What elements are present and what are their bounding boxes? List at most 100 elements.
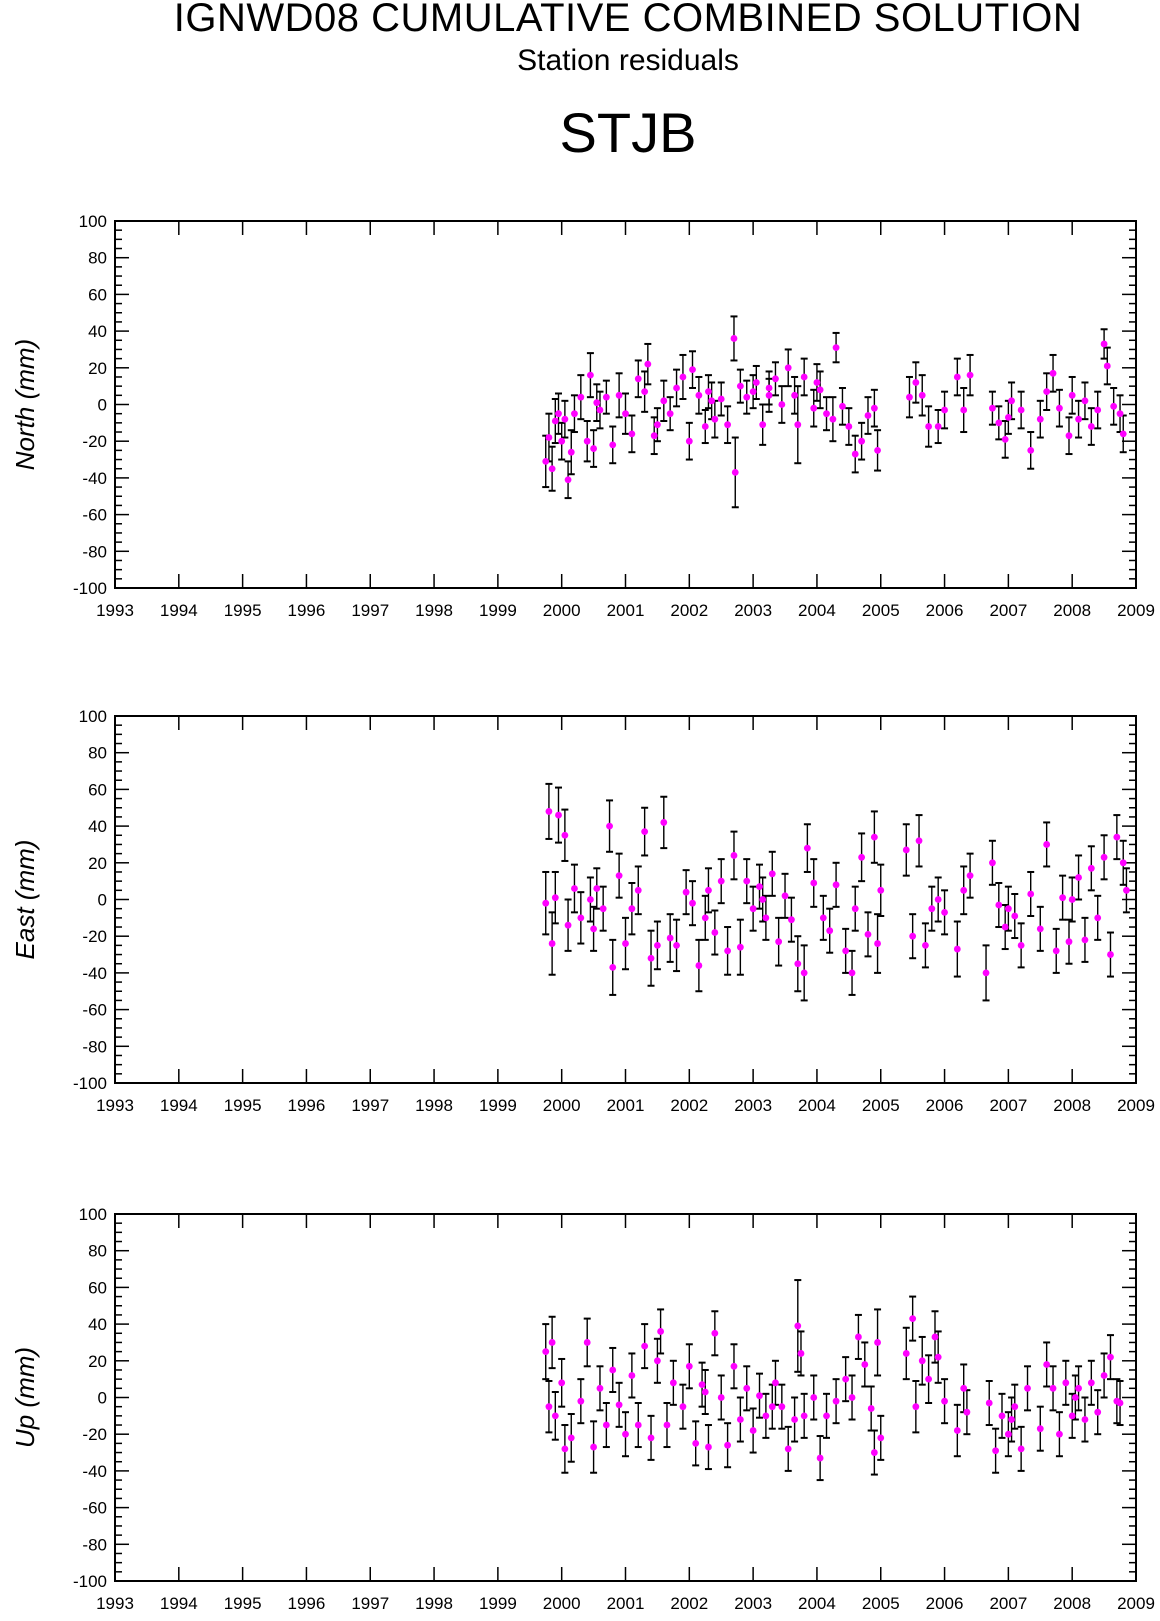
data-point: [564, 921, 572, 929]
data-point: [803, 844, 811, 852]
data-point: [778, 1403, 786, 1411]
data-point: [989, 404, 996, 412]
data-point: [915, 837, 923, 845]
data-point: [985, 1399, 993, 1407]
data-point: [791, 391, 799, 399]
data-point: [1004, 413, 1012, 421]
plot-frame: [114, 715, 1137, 1084]
data-point: [590, 445, 597, 452]
data-point: [861, 1361, 869, 1368]
data-point: [829, 415, 837, 423]
data-point: [705, 1443, 712, 1451]
data-point: [1065, 432, 1073, 440]
data-point: [1056, 404, 1063, 412]
data-point: [877, 1434, 885, 1442]
data-point: [1052, 947, 1060, 955]
data-point: [1103, 362, 1111, 370]
x-tick-label: 1997: [351, 601, 389, 620]
y-tick-label: 0: [98, 1389, 107, 1408]
data-point: [864, 412, 872, 419]
data-point: [941, 406, 948, 414]
data-point: [669, 1379, 677, 1387]
x-tick-label: 2008: [1053, 601, 1091, 620]
x-tick-label: 2003: [734, 1594, 772, 1613]
data-point: [998, 1412, 1006, 1420]
data-point: [877, 886, 885, 894]
data-point: [705, 388, 712, 396]
data-point: [1107, 951, 1114, 958]
data-point: [842, 1375, 850, 1383]
x-tick-label: 1999: [479, 1096, 517, 1115]
data-point: [839, 402, 846, 410]
data-point: [1036, 925, 1044, 933]
data-point: [666, 934, 674, 942]
data-point: [1075, 415, 1082, 423]
data-point: [660, 397, 668, 405]
data-point: [724, 1441, 731, 1449]
y-tick-label: 100: [79, 212, 107, 231]
data-point: [953, 1427, 961, 1434]
data-point: [810, 404, 818, 412]
data-point: [778, 401, 786, 408]
data-point: [963, 1408, 971, 1416]
x-tick-label: 2009: [1117, 1594, 1155, 1613]
x-tick-label: 2009: [1117, 1096, 1155, 1115]
y-tick-label: -100: [73, 579, 107, 598]
data-point: [995, 901, 1003, 909]
data-point: [654, 1357, 661, 1365]
data-point: [874, 940, 881, 947]
x-tick-label: 2006: [926, 1594, 964, 1613]
data-point: [960, 406, 968, 414]
data-point: [1059, 894, 1067, 902]
y-tick-label: 20: [88, 359, 107, 378]
data-point: [606, 822, 613, 830]
data-point: [1017, 406, 1025, 414]
y-tick-label: 40: [88, 817, 107, 836]
data-point: [701, 1388, 709, 1396]
data-point: [816, 1454, 824, 1462]
data-point: [545, 808, 553, 815]
data-point: [545, 434, 553, 441]
data-point: [851, 905, 859, 913]
data-point: [816, 386, 824, 394]
data-point: [845, 423, 853, 430]
data-point: [1062, 1379, 1070, 1387]
data-point: [1094, 914, 1102, 922]
data-point: [1110, 402, 1118, 410]
data-point: [641, 388, 649, 396]
data-point: [1049, 1384, 1057, 1392]
data-point: [902, 846, 910, 854]
data-point: [602, 393, 610, 401]
data-point: [855, 1333, 862, 1341]
data-point: [1087, 1379, 1095, 1387]
data-point: [587, 896, 594, 903]
data-point: [941, 1397, 948, 1405]
data-point: [555, 410, 562, 418]
data-point: [823, 410, 830, 418]
data-point: [1087, 423, 1095, 430]
y-tick-label: -80: [82, 1535, 107, 1554]
y-tick-label: 100: [79, 707, 107, 726]
x-tick-label: 2000: [543, 601, 581, 620]
x-tick-label: 1997: [351, 1096, 389, 1115]
data-point: [647, 1434, 655, 1442]
data-point: [599, 905, 607, 913]
data-point: [1081, 936, 1089, 944]
data-point: [925, 1375, 933, 1383]
data-point: [1094, 1408, 1102, 1416]
data-point: [797, 1350, 805, 1357]
x-tick-label: 2005: [862, 1096, 900, 1115]
data-point: [695, 962, 703, 969]
data-point: [1004, 1430, 1012, 1438]
data-point: [561, 1445, 569, 1453]
data-point: [743, 393, 751, 401]
data-point: [711, 929, 719, 936]
x-tick-label: 2001: [607, 1096, 645, 1115]
data-point: [909, 932, 917, 940]
data-point: [682, 888, 690, 896]
data-point: [711, 415, 719, 423]
data-point: [1075, 874, 1082, 881]
data-point: [567, 448, 575, 456]
data-point: [657, 1328, 664, 1335]
